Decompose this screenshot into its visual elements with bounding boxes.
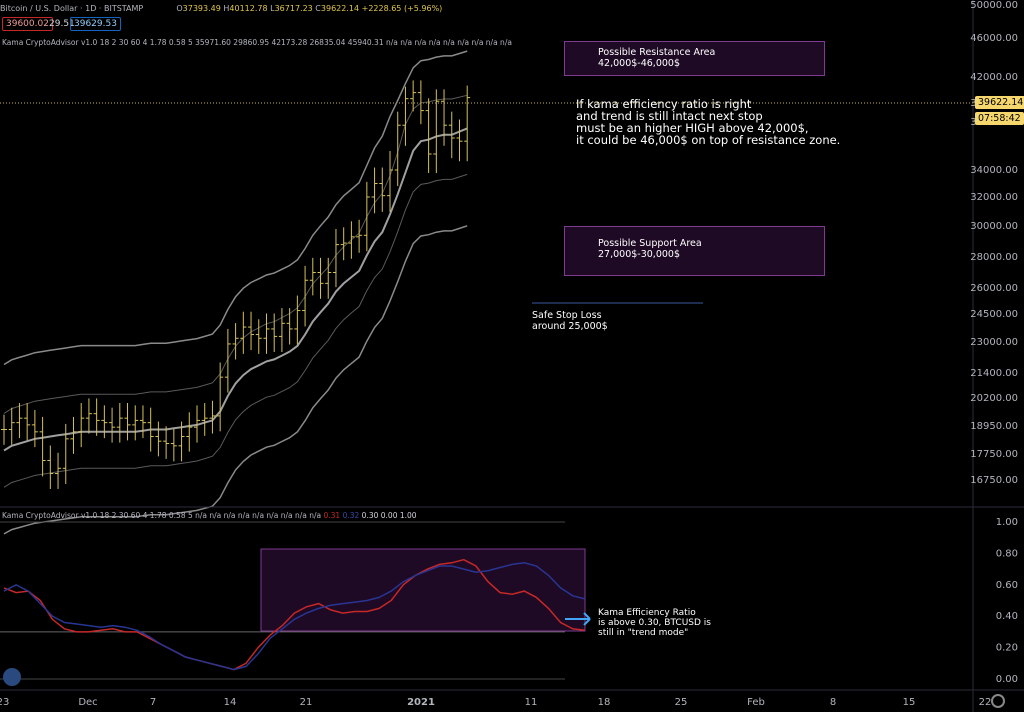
efficiency-ratio-red	[3, 558, 585, 671]
efficiency-note: Kama Efficiency Ratio is above 0.30, BTC…	[598, 608, 711, 638]
low-value: 36717.23	[274, 4, 313, 13]
y-tick-label: 34000.00	[970, 165, 1018, 176]
x-tick-label: 15	[903, 697, 916, 708]
kama-band-lower-outer	[3, 225, 468, 535]
last-price-tag: 39622.14	[975, 96, 1024, 109]
resistance-label: Possible Resistance Area 42,000$-46,000$	[598, 47, 716, 69]
efficiency-ratio-pane	[0, 521, 591, 680]
lower-y-tick-label: 0.00	[996, 674, 1018, 685]
x-tick-label: Feb	[747, 697, 765, 708]
lower-indicator-legend[interactable]: Kama CryptoAdvisor v1.0 18 2 30 60 4 1.7…	[2, 511, 417, 520]
efficiency-ratio-blue	[3, 562, 585, 671]
symbol-title[interactable]: Bitcoin / U.S. Dollar · 1D · BITSTAMP	[0, 4, 144, 13]
tradingview-logo-icon[interactable]	[3, 668, 21, 686]
close-value: 39622.14	[320, 4, 360, 13]
y-tick-label: 30000.00	[970, 221, 1018, 232]
y-tick-label: 18950.00	[970, 421, 1018, 432]
y-tick-label: 32000.00	[970, 192, 1018, 203]
indicator-legend[interactable]: Kama CryptoAdvisor v1.0 18 2 30 60 4 1.7…	[2, 38, 512, 47]
bid-button[interactable]: 39600.02	[2, 17, 53, 31]
lower-y-tick-label: 0.40	[996, 611, 1018, 622]
x-tick-label: 23	[0, 697, 9, 708]
lower-y-tick-label: 1.00	[996, 517, 1018, 528]
y-tick-label: 21400.00	[970, 368, 1018, 379]
lower-y-tick-label: 0.80	[996, 548, 1018, 559]
lower-y-tick-label: 0.60	[996, 580, 1018, 591]
x-tick-label: 7	[150, 697, 156, 708]
open-value: 37393.49	[182, 4, 221, 13]
y-tick-label: 26000.00	[970, 283, 1018, 294]
spread-value: 29.51	[49, 19, 75, 29]
x-tick-label: 22	[979, 697, 992, 708]
gear-icon[interactable]	[991, 694, 1005, 708]
price-bars	[1, 80, 471, 489]
x-tick-label: 2021	[407, 697, 435, 708]
lower-y-tick-label: 0.20	[996, 643, 1018, 654]
y-tick-label: 16750.00	[970, 475, 1018, 486]
y-tick-label: 23000.00	[970, 337, 1018, 348]
y-tick-label: 28000.00	[970, 252, 1018, 263]
x-tick-label: 18	[598, 697, 611, 708]
change-value: +2228.65 (+5.96%)	[361, 4, 443, 13]
support-zone	[564, 226, 825, 276]
x-tick-label: 25	[675, 697, 688, 708]
x-tick-label: 14	[224, 697, 237, 708]
main-note: If kama efficiency ratio is right and tr…	[576, 97, 841, 147]
arrow-icon	[565, 612, 591, 626]
countdown-tag: 07:58:42	[975, 112, 1024, 125]
x-tick-label: Dec	[78, 697, 97, 708]
x-tick-label: 11	[525, 697, 538, 708]
trend-mode-zone	[260, 548, 586, 632]
x-tick-label: 21	[300, 697, 313, 708]
stoploss-label: Safe Stop Loss around 25,000$	[532, 310, 608, 332]
support-label: Possible Support Area 27,000$-30,000$	[598, 238, 702, 260]
y-tick-label: 42000.00	[970, 72, 1018, 83]
ohlc-header: Bitcoin / U.S. Dollar · 1D · BITSTAMP O3…	[0, 4, 443, 13]
x-tick-label: 8	[830, 697, 836, 708]
kama-band-upper-outer	[3, 50, 468, 366]
resistance-zone	[564, 41, 825, 76]
y-tick-label: 17750.00	[970, 449, 1018, 460]
y-tick-label: 50000.00	[970, 0, 1018, 11]
kama-band-lower-inner	[3, 173, 468, 488]
high-value: 40112.78	[229, 4, 268, 13]
y-tick-label: 24500.00	[970, 309, 1018, 320]
y-tick-label: 20200.00	[970, 393, 1018, 404]
ask-button[interactable]: 39629.53	[70, 17, 121, 31]
y-tick-label: 46000.00	[970, 33, 1018, 44]
